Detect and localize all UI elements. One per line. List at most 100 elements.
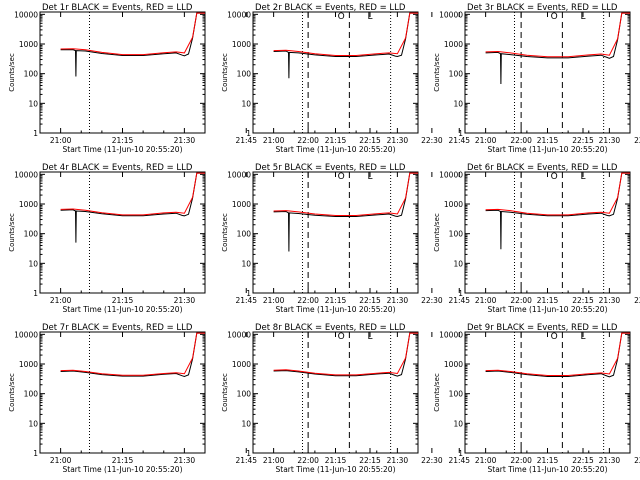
y-tick-label: 1000 (19, 360, 38, 369)
x-axis-label: Start Time (11-Jun-10 20:55:20) (488, 305, 608, 314)
y-tick-label: 1000 (19, 200, 38, 209)
x-tick-label: 21:30 (387, 296, 409, 305)
y-axis-label: Counts/sec (433, 53, 441, 92)
x-tick-label: 21:00 (50, 296, 72, 305)
x-axis-label: Start Time (11-Jun-10 20:55:20) (276, 305, 396, 314)
x-tick-label: 21:00 (475, 456, 497, 465)
y-tick-label: 10 (241, 419, 251, 428)
bracket-marker: L (580, 172, 585, 182)
bracket-marker: L (580, 332, 585, 342)
y-tick-label: 10000 (439, 10, 463, 19)
y-tick-label: 100 (237, 230, 252, 239)
y-tick-label: 10 (28, 419, 38, 428)
y-tick-label: 10000 (227, 10, 251, 19)
x-tick-label: 22:30 (634, 456, 640, 465)
y-tick-label: 10 (28, 99, 38, 108)
y-tick-label: 100 (449, 230, 464, 239)
y-tick-label: 100 (449, 70, 464, 79)
x-tick-label: 22:00 (510, 296, 532, 305)
x-tick-label: 21:00 (475, 296, 497, 305)
y-axis-label: Counts/sec (433, 213, 441, 252)
x-tick-label: 21:15 (537, 136, 559, 145)
y-axis-label: Counts/sec (8, 373, 16, 412)
series-line-lld (61, 173, 226, 215)
plot-frame (40, 172, 205, 293)
y-tick-label: 10000 (227, 170, 251, 179)
x-tick-label: 22:30 (421, 136, 443, 145)
circle-marker: O (338, 332, 345, 342)
x-tick-label: 22:15 (359, 296, 381, 305)
y-tick-label: 10 (241, 259, 251, 268)
x-tick-label: 21:15 (537, 296, 559, 305)
circle-marker: O (551, 172, 558, 182)
y-axis-label: Counts/sec (8, 213, 16, 252)
plot-frame (253, 332, 418, 453)
series-line-lld (61, 333, 226, 375)
y-tick-label: 1 (33, 289, 38, 298)
y-tick-label: 1000 (19, 40, 38, 49)
y-tick-label: 1 (458, 129, 463, 138)
y-tick-label: 1000 (444, 40, 463, 49)
bracket-marker: L (580, 12, 585, 22)
series-line-events (274, 13, 439, 78)
x-tick-label: 21:30 (599, 136, 621, 145)
series-line-events (61, 13, 226, 76)
circle-marker: O (338, 12, 345, 22)
y-tick-label: 100 (24, 230, 39, 239)
x-tick-label: 22:15 (572, 296, 594, 305)
x-axis-label: Start Time (11-Jun-10 20:55:20) (63, 465, 183, 474)
plot-frame (40, 12, 205, 133)
chart-panel-6: Det 6r BLACK = Events, RED = LLD11010010… (433, 163, 640, 314)
x-tick-label: 22:15 (572, 456, 594, 465)
y-tick-label: 10000 (439, 330, 463, 339)
chart-panel-3: Det 3r BLACK = Events, RED = LLD 1 10 100 10… (433, 3, 640, 154)
y-tick-label: 100 (24, 390, 39, 399)
x-tick-label: 22:30 (421, 296, 443, 305)
x-axis-label: Start Time (11-Jun-10 20:55:20) (63, 305, 183, 314)
x-tick-label: 21:15 (112, 456, 134, 465)
x-tick-label: 21:00 (263, 456, 285, 465)
plot-frame (465, 332, 630, 453)
x-tick-label: 21:30 (599, 296, 621, 305)
x-tick-label: 21:00 (475, 136, 497, 145)
series-line-events (61, 333, 226, 376)
x-tick-label: 22:30 (634, 136, 640, 145)
y-tick-label: 10000 (14, 170, 38, 179)
y-tick-label: 1 (33, 129, 38, 138)
x-tick-label: 21:15 (112, 136, 134, 145)
x-tick-label: 21:30 (387, 456, 409, 465)
plot-frame (253, 12, 418, 133)
series-line-lld (274, 333, 439, 375)
x-tick-label: 22:15 (572, 136, 594, 145)
x-tick-label: 21:00 (50, 136, 72, 145)
series-line-events (274, 333, 439, 376)
y-tick-label: 1 (246, 449, 251, 458)
y-tick-label: 1000 (232, 200, 251, 209)
chart-panel-5: Det 5r BLACK = Events, RED = LLD11010010… (221, 163, 640, 314)
y-tick-label: 10 (453, 99, 463, 108)
x-tick-label: 21:00 (263, 136, 285, 145)
x-axis-label: Start Time (11-Jun-10 20:55:20) (63, 145, 183, 154)
x-axis-label: Start Time (11-Jun-10 20:55:20) (276, 465, 396, 474)
y-tick-label: 1 (33, 449, 38, 458)
x-tick-label: 21:15 (112, 296, 134, 305)
y-tick-label: 1 (458, 289, 463, 298)
y-tick-label: 100 (449, 390, 464, 399)
y-tick-label: 10000 (227, 330, 251, 339)
y-tick-label: 10 (28, 259, 38, 268)
bracket-marker: L (367, 332, 372, 342)
y-tick-label: 1000 (444, 200, 463, 209)
y-tick-label: 100 (237, 390, 252, 399)
y-tick-label: 1 (246, 129, 251, 138)
x-tick-label: 22:30 (421, 456, 443, 465)
y-tick-label: 1 (458, 449, 463, 458)
x-tick-label: 21:15 (537, 456, 559, 465)
x-tick-label: 21:15 (325, 296, 347, 305)
y-axis-label: Counts/sec (221, 213, 229, 252)
plot-frame (465, 172, 630, 293)
circle-marker: O (551, 12, 558, 22)
bracket-marker: L (367, 12, 372, 22)
y-tick-label: 100 (237, 70, 252, 79)
series-line-lld (61, 13, 226, 55)
x-tick-label: 22:00 (510, 456, 532, 465)
